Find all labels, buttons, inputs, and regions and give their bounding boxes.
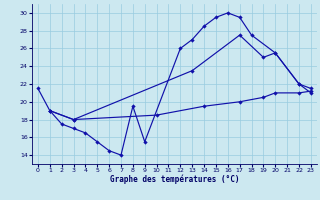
X-axis label: Graphe des températures (°C): Graphe des températures (°C) [110,175,239,184]
